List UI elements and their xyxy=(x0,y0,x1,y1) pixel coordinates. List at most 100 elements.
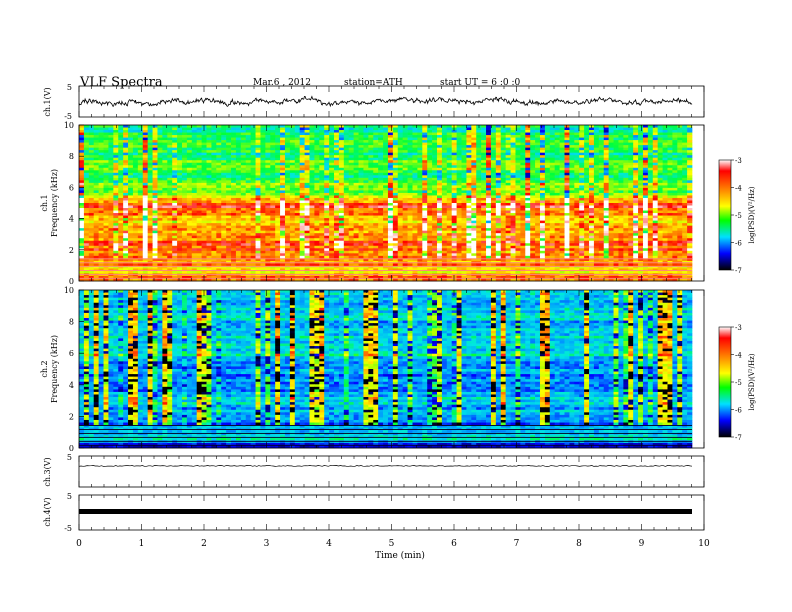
spectrogram-cell xyxy=(88,197,95,201)
spectrogram-cell xyxy=(304,205,310,209)
spectrogram-cell xyxy=(407,197,413,201)
spectrogram-cell xyxy=(304,145,310,148)
spectrogram-cell xyxy=(682,208,688,211)
spectrogram-cell xyxy=(284,182,291,186)
spectrogram-cell xyxy=(304,180,310,184)
spectrogram-cell xyxy=(623,137,629,141)
spectrogram-cell xyxy=(687,152,693,156)
spectrogram-cell xyxy=(392,180,399,184)
spectrogram-cell xyxy=(231,140,237,143)
spectrogram-cell xyxy=(549,208,556,211)
spectrogram-cell xyxy=(343,155,350,159)
spectrogram-cell xyxy=(255,125,261,128)
spectrogram-cell xyxy=(231,203,237,206)
spectrogram-cell xyxy=(108,218,114,221)
spectrogram-cell xyxy=(314,200,320,204)
spectrogram-cell xyxy=(559,180,565,184)
spectrogram-cell xyxy=(226,165,232,169)
spectrogram-cell xyxy=(98,170,104,174)
spectrogram-cell xyxy=(113,220,119,224)
spectrogram-cell xyxy=(500,130,506,133)
spectrogram-cell xyxy=(481,175,487,179)
spectrogram-cell xyxy=(368,185,374,189)
spectrogram-cell xyxy=(579,152,585,156)
spectrogram-cell xyxy=(348,137,354,141)
spectrogram-cell xyxy=(147,142,153,146)
spectrogram-cell xyxy=(618,130,624,133)
spectrogram-cell xyxy=(623,142,629,146)
spectrogram-cell xyxy=(319,132,325,136)
spectrogram-cell xyxy=(260,223,266,226)
spectrogram-cell xyxy=(564,125,570,128)
spectrogram-cell xyxy=(231,172,237,176)
spectrogram-cell xyxy=(196,208,202,211)
spectrogram-cell xyxy=(407,142,413,146)
spectrogram-cell xyxy=(157,132,163,136)
spectrogram-cell xyxy=(422,125,428,128)
spectrogram-cell xyxy=(83,170,90,174)
spectrogram-cell xyxy=(137,205,144,209)
spectrogram-cell xyxy=(98,182,104,186)
spectrogram-cell xyxy=(167,167,173,171)
spectrogram-cell xyxy=(564,197,570,201)
spectrogram-cell xyxy=(535,187,541,191)
spectrogram-cell xyxy=(579,208,585,211)
spectrogram-cell xyxy=(338,223,345,226)
spectrogram-cell xyxy=(422,167,428,171)
spectrogram-cell xyxy=(549,187,556,191)
spectrogram-cell xyxy=(510,157,516,161)
spectrogram-cell xyxy=(373,218,379,221)
spectrogram-cell xyxy=(304,135,310,138)
spectrogram-cell xyxy=(441,203,448,206)
spectrogram-cell xyxy=(638,197,644,201)
spectrogram-cell xyxy=(329,218,335,221)
spectrogram-cell xyxy=(608,130,614,133)
spectrogram-cell xyxy=(476,180,482,184)
spectrogram-cell xyxy=(549,155,556,159)
spectrogram-cell xyxy=(108,160,114,164)
spectrogram-cell xyxy=(284,187,291,191)
spectrogram-cell xyxy=(574,215,580,219)
spectrogram-cell xyxy=(128,165,134,169)
spectrogram-cell xyxy=(446,147,453,151)
spectrogram-cell xyxy=(456,152,462,156)
spectrogram-cell xyxy=(348,195,354,199)
spectrogram-cell xyxy=(157,152,163,156)
spectrogram-cell xyxy=(314,192,320,196)
spectrogram-cell xyxy=(235,205,242,209)
spectrogram-cell xyxy=(647,195,654,199)
spectrogram-cell xyxy=(93,185,99,189)
spectrogram-cell xyxy=(280,177,286,181)
spectrogram-cell xyxy=(83,162,90,166)
spectrogram-cell xyxy=(667,220,673,224)
spectrogram-cell xyxy=(289,135,296,138)
spectrogram-cell xyxy=(647,208,654,211)
spectrogram-cell xyxy=(642,157,649,161)
spectrogram-cell xyxy=(647,162,654,166)
spectrogram-cell xyxy=(490,162,497,166)
spectrogram-cell xyxy=(118,140,124,143)
spectrogram-cell xyxy=(569,213,575,216)
spectrogram-cell xyxy=(157,167,163,171)
spectrogram-cell xyxy=(535,218,541,221)
spectrogram-cell xyxy=(422,185,428,189)
spectrogram-cell xyxy=(343,167,350,171)
spectrogram-cell xyxy=(510,213,516,216)
spectrogram-cell xyxy=(569,165,575,169)
spectrogram-cell xyxy=(657,182,663,186)
spectrogram-cell xyxy=(83,192,90,196)
spectrogram-cell xyxy=(289,152,296,156)
spectrogram-cell xyxy=(245,150,251,154)
spectrogram-cell xyxy=(152,170,158,174)
spectrogram-cell xyxy=(275,205,281,209)
spectrogram-cell xyxy=(206,162,212,166)
spectrogram-cell xyxy=(113,147,119,151)
spectrogram-cell xyxy=(613,170,619,174)
spectrogram-cell xyxy=(142,197,148,201)
spectrogram-cell xyxy=(687,203,693,206)
spectrogram-cell xyxy=(201,135,207,138)
spectrogram-cell xyxy=(142,180,148,184)
spectrogram-cell xyxy=(152,203,158,206)
spectrogram-cell xyxy=(544,165,551,169)
spectrogram-cell xyxy=(510,203,516,206)
